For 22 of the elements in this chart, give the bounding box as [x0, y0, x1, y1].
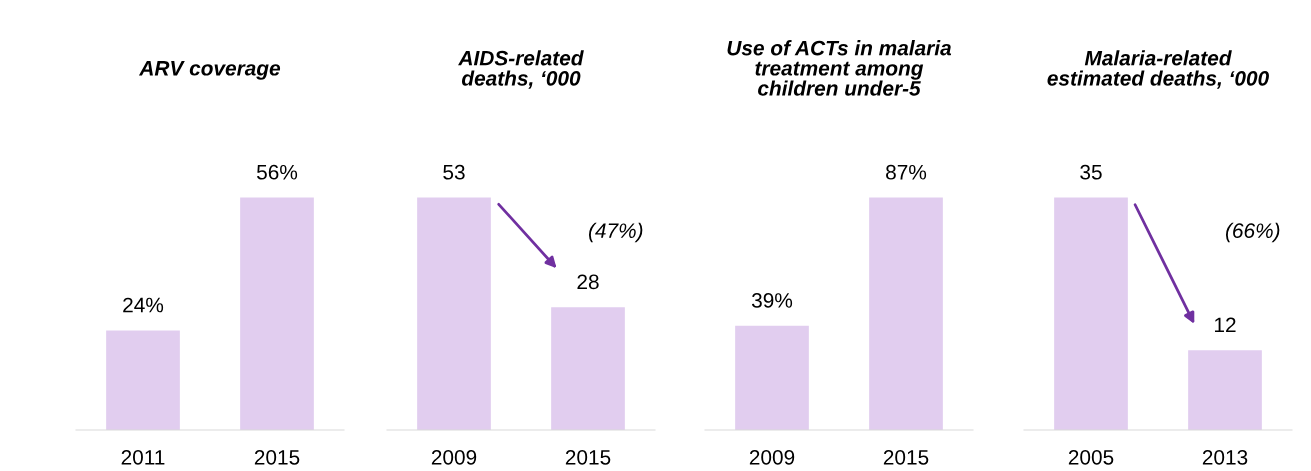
chart-title: ARV coverage [138, 61, 281, 80]
x-tick-label: 2015 [254, 449, 300, 465]
data-label: 28 [577, 274, 599, 290]
data-label: 24% [123, 297, 164, 313]
data-label: 39% [751, 293, 793, 308]
x-tick-label: 2005 [1068, 449, 1114, 465]
x-tick-label: 2015 [565, 449, 611, 465]
chart-title: Malaria-related estimated deaths, ‘000 [1047, 50, 1269, 89]
annotation: (66%) [1225, 222, 1280, 243]
x-tick-label: 2015 [883, 449, 929, 465]
data-label: 87% [886, 164, 927, 180]
data-label: 12 [1215, 317, 1236, 333]
x-tick-label: 2013 [1202, 449, 1248, 465]
chart-title: Use of ACTs in malaria treatment among children under-5 [727, 40, 952, 96]
x-tick-label: 2011 [121, 449, 165, 465]
data-label: 53 [443, 164, 465, 180]
x-tick-label: 2009 [431, 449, 477, 465]
annotation: (47%) [588, 222, 643, 243]
data-label: 56% [256, 164, 298, 180]
x-tick-label: 2009 [749, 449, 795, 465]
data-label: 35 [1080, 164, 1102, 180]
chart-title: AIDS-related deaths, ‘000 [458, 50, 584, 89]
